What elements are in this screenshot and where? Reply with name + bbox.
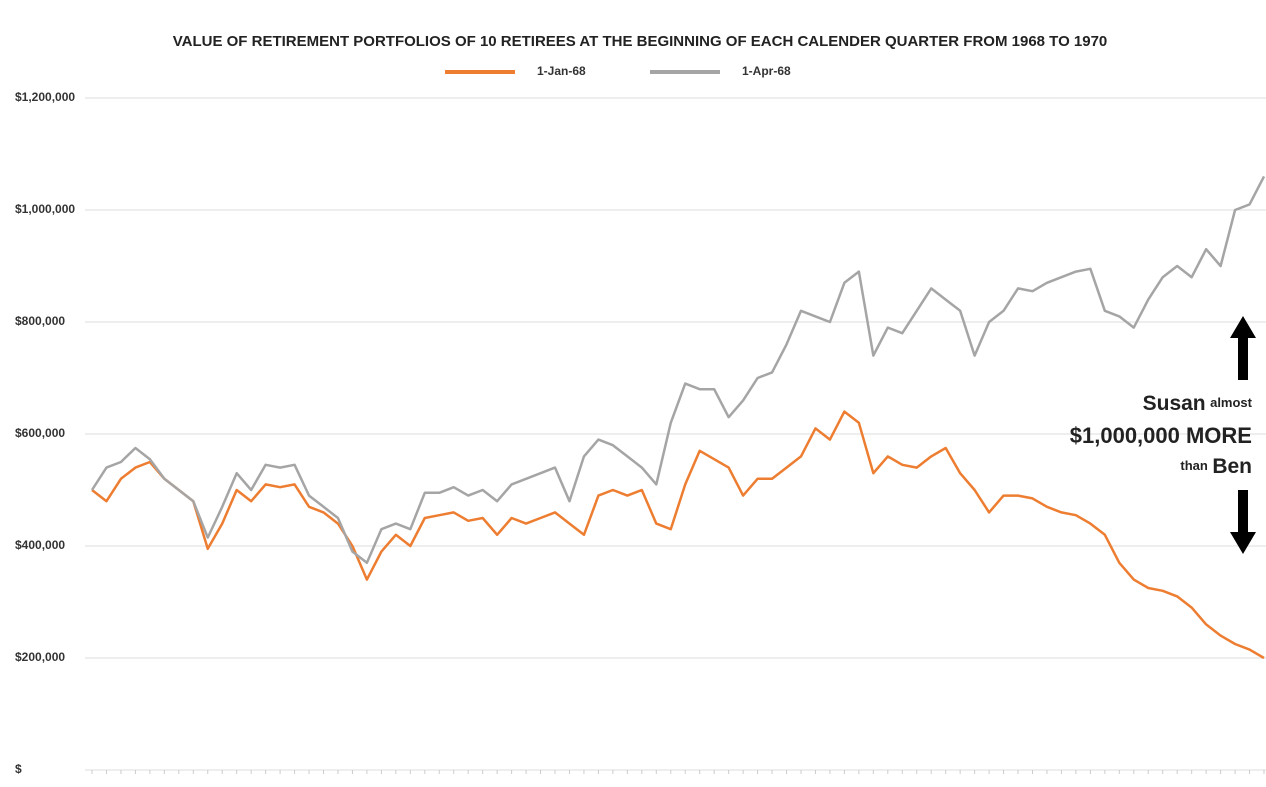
y-tick-label: $1,200,000 bbox=[15, 90, 75, 104]
annotation-line: $1,000,000 MORE bbox=[1070, 423, 1252, 448]
annotation-text: Ben bbox=[1212, 455, 1252, 478]
y-tick-label: $200,000 bbox=[15, 650, 65, 664]
y-tick-label: $600,000 bbox=[15, 426, 65, 440]
annotation: Susan almost $1,000,000 MORE than Ben bbox=[1070, 316, 1256, 554]
plot: $ $200,000 $400,000 $600,000 $800,000 $1,000,… bbox=[15, 64, 1266, 776]
arrow-down bbox=[1230, 490, 1256, 554]
legend-label: 1-Apr-68 bbox=[742, 64, 791, 78]
legend: 1-Jan-68 1-Apr-68 bbox=[445, 64, 791, 78]
annotation-text: than bbox=[1180, 458, 1208, 473]
annotation-text: almost bbox=[1210, 395, 1253, 410]
annotation-line: Susan almost bbox=[1143, 392, 1253, 415]
y-tick-label: $800,000 bbox=[15, 314, 65, 328]
series-line bbox=[90, 175, 1266, 565]
y-tick-label: $ bbox=[15, 762, 22, 776]
y-tick-label: $1,000,000 bbox=[15, 202, 75, 216]
annotation-line: than Ben bbox=[1180, 455, 1252, 478]
annotation-text: Susan bbox=[1143, 392, 1206, 415]
chart-title: VALUE OF RETIREMENT PORTFOLIOS OF 10 RET… bbox=[173, 33, 1108, 50]
annotation-text: $1,000,000 MORE bbox=[1070, 423, 1252, 448]
y-tick-label: $400,000 bbox=[15, 538, 65, 552]
legend-label: 1-Jan-68 bbox=[537, 64, 586, 78]
series-line bbox=[91, 410, 1265, 660]
arrow-up bbox=[1230, 316, 1256, 380]
